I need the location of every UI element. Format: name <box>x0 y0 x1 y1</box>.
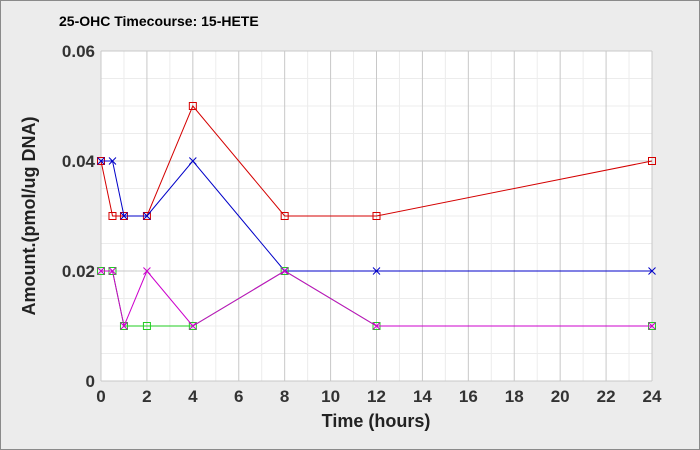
data-point <box>188 322 197 330</box>
y-tick-label: 0.04 <box>62 152 96 171</box>
y-axis-label: Amount.(pmol/ug DNA) <box>19 117 39 316</box>
data-point <box>648 267 656 275</box>
x-tick-label: 6 <box>234 387 243 406</box>
x-tick-label: 8 <box>280 387 289 406</box>
data-point <box>188 322 197 330</box>
data-point <box>97 157 105 165</box>
data-point <box>108 267 117 275</box>
data-point <box>372 322 381 330</box>
data-point <box>372 212 381 220</box>
data-point <box>120 212 128 220</box>
series-line <box>101 270 652 328</box>
y-tick-label: 0.02 <box>62 262 95 281</box>
y-tick-label: 0.06 <box>62 42 95 61</box>
y-tick-label: 0 <box>86 372 95 391</box>
series-1 <box>97 102 656 220</box>
data-point <box>188 102 197 110</box>
chart-title: 25-OHC Timecourse: 15-HETE <box>59 13 259 29</box>
series-4 <box>97 267 656 330</box>
x-tick-label: 24 <box>643 387 662 406</box>
data-point <box>280 267 289 275</box>
series-line <box>101 160 652 272</box>
series-layer <box>97 102 656 330</box>
data-point <box>648 157 656 165</box>
data-point <box>188 157 197 165</box>
data-point <box>108 157 117 165</box>
x-tick-label: 14 <box>413 387 432 406</box>
data-point <box>372 267 381 275</box>
data-point <box>142 322 151 330</box>
series-line <box>100 105 653 217</box>
data-point <box>143 212 151 220</box>
data-point <box>280 212 289 220</box>
data-point <box>97 267 105 275</box>
data-point <box>143 267 151 275</box>
x-tick-label: 22 <box>597 387 616 406</box>
data-point <box>648 322 656 330</box>
data-point <box>119 322 128 330</box>
x-tick-label: 18 <box>505 387 524 406</box>
x-tick-label: 10 <box>321 387 340 406</box>
x-tick-label: 16 <box>459 387 478 406</box>
data-point <box>280 267 289 275</box>
x-tick-label: 12 <box>367 387 386 406</box>
x-tick-label: 20 <box>551 387 570 406</box>
x-axis-label: Time (hours) <box>322 411 431 431</box>
x-tick-label: 0 <box>96 387 105 406</box>
x-tick-label: 2 <box>142 387 151 406</box>
x-tick-label: 4 <box>188 387 198 406</box>
data-point <box>120 322 128 330</box>
data-point <box>108 212 117 220</box>
